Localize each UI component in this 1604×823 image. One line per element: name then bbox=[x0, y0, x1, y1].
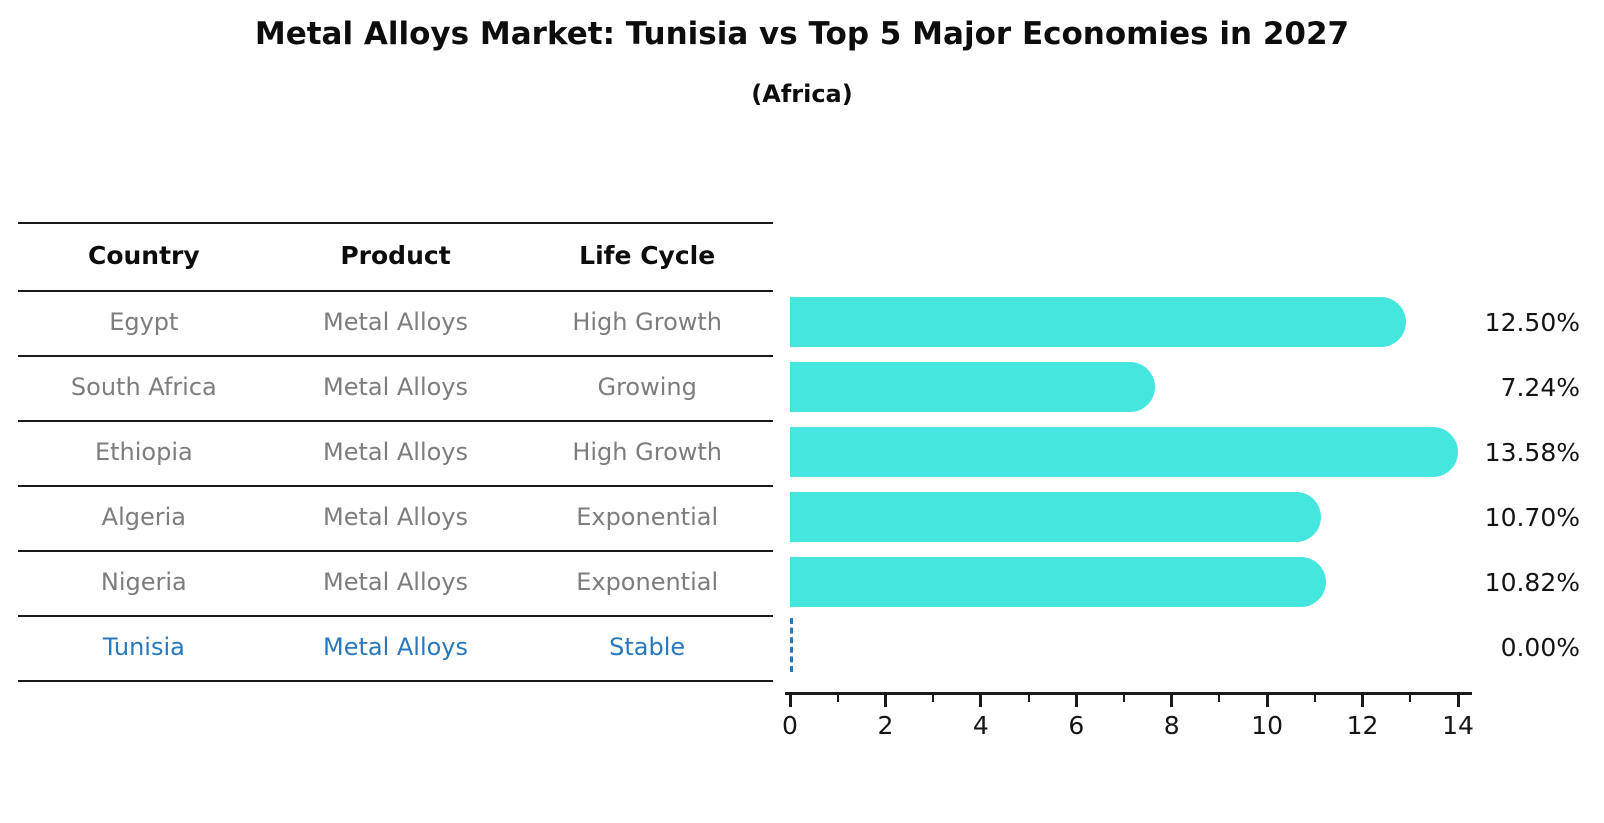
product-cell: Metal Alloys bbox=[322, 633, 469, 661]
table-row: Ethiopia Metal Alloys High Growth bbox=[18, 420, 773, 485]
bar-row bbox=[790, 290, 1480, 355]
country-cell: Nigeria bbox=[100, 568, 187, 596]
product-cell: Metal Alloys bbox=[322, 438, 469, 466]
column-header-product: Product bbox=[340, 241, 451, 270]
column-header-country: Country bbox=[87, 241, 200, 270]
x-axis-tick-label: 2 bbox=[877, 711, 894, 740]
bar-value-label: 10.82% bbox=[1484, 568, 1580, 597]
row-divider bbox=[18, 550, 773, 552]
bar-value-label: 10.70% bbox=[1484, 503, 1580, 532]
country-cell: Algeria bbox=[101, 503, 186, 531]
x-axis-major-tick bbox=[883, 695, 887, 707]
life-cycle-cell: Exponential bbox=[576, 568, 719, 596]
x-axis-minor-tick bbox=[1123, 695, 1125, 702]
bar-south-africa bbox=[790, 362, 1156, 412]
product-cell: Metal Alloys bbox=[322, 503, 469, 531]
bar-egypt bbox=[790, 297, 1407, 347]
bar-nigeria bbox=[790, 557, 1327, 607]
x-axis-minor-tick bbox=[836, 695, 839, 702]
table-header-row: Country Product Life Cycle bbox=[18, 222, 773, 290]
product-cell: Metal Alloys bbox=[322, 373, 469, 401]
x-axis-minor-tick bbox=[1218, 695, 1221, 702]
x-axis-tick-label: 4 bbox=[972, 711, 989, 740]
bar-algeria bbox=[790, 492, 1321, 542]
x-axis-tick-label: 6 bbox=[1068, 711, 1085, 740]
chart-subtitle: (Africa) bbox=[751, 80, 853, 108]
life-cycle-cell: Stable bbox=[609, 633, 686, 661]
bar-ethiopia bbox=[790, 427, 1458, 477]
product-cell: Metal Alloys bbox=[322, 568, 469, 596]
country-cell: Tunisia bbox=[102, 633, 185, 661]
life-cycle-cell: Growing bbox=[597, 373, 697, 401]
x-axis-major-tick bbox=[1265, 695, 1269, 707]
table-border-bottom bbox=[18, 680, 773, 682]
country-cell: Ethiopia bbox=[94, 438, 193, 466]
x-axis-major-tick bbox=[1074, 695, 1078, 707]
row-divider bbox=[18, 355, 773, 357]
row-divider bbox=[18, 615, 773, 617]
x-axis-tick-label: 8 bbox=[1163, 711, 1180, 740]
product-cell: Metal Alloys bbox=[322, 308, 469, 336]
x-axis-tick-label: 0 bbox=[782, 711, 798, 740]
bar-value-label: 13.58% bbox=[1484, 438, 1580, 467]
x-axis-minor-tick bbox=[932, 695, 935, 702]
bar-value-label: 0.00% bbox=[1500, 633, 1580, 662]
zero-value-dashed-line bbox=[790, 618, 793, 672]
life-cycle-cell: High Growth bbox=[572, 438, 723, 466]
country-cell: Egypt bbox=[109, 308, 179, 336]
x-axis-major-tick bbox=[1170, 695, 1174, 707]
x-axis-tick-label: 12 bbox=[1346, 711, 1379, 740]
bar-row bbox=[790, 485, 1480, 550]
table-row-highlight-tunisia: Tunisia Metal Alloys Stable bbox=[18, 615, 773, 680]
table-row: Algeria Metal Alloys Exponential bbox=[18, 485, 773, 550]
country-cell: South Africa bbox=[70, 373, 217, 401]
row-divider bbox=[18, 485, 773, 487]
x-axis-line bbox=[785, 692, 1472, 695]
x-axis-major-tick bbox=[788, 695, 792, 707]
life-cycle-cell: High Growth bbox=[572, 308, 723, 336]
table-header-divider bbox=[18, 290, 773, 292]
life-cycle-cell: Exponential bbox=[576, 503, 719, 531]
row-divider bbox=[18, 420, 773, 422]
column-header-life-cycle: Life Cycle bbox=[579, 241, 716, 270]
x-axis-minor-tick bbox=[1027, 695, 1030, 702]
x-axis-major-tick bbox=[979, 695, 983, 707]
bar-row bbox=[790, 355, 1480, 420]
chart-title: Metal Alloys Market: Tunisia vs Top 5 Ma… bbox=[254, 16, 1350, 52]
x-axis-tick-label: 14 bbox=[1442, 711, 1474, 740]
x-axis-minor-tick bbox=[1313, 695, 1316, 702]
table-border-top bbox=[18, 222, 773, 224]
x-axis-tick-label: 10 bbox=[1251, 711, 1284, 740]
bar-value-label: 7.24% bbox=[1500, 373, 1580, 402]
bar-plot bbox=[790, 290, 1480, 680]
bar-row bbox=[790, 615, 1480, 680]
x-axis-major-tick bbox=[1456, 695, 1460, 707]
x-axis-major-tick bbox=[1361, 695, 1365, 707]
x-axis-minor-tick bbox=[1409, 695, 1412, 702]
bar-row bbox=[790, 420, 1480, 485]
bar-row bbox=[790, 550, 1480, 615]
bar-value-label: 12.50% bbox=[1484, 308, 1580, 337]
table-row: Egypt Metal Alloys High Growth bbox=[18, 290, 773, 355]
table-row: South Africa Metal Alloys Growing bbox=[18, 355, 773, 420]
table-row: Nigeria Metal Alloys Exponential bbox=[18, 550, 773, 615]
